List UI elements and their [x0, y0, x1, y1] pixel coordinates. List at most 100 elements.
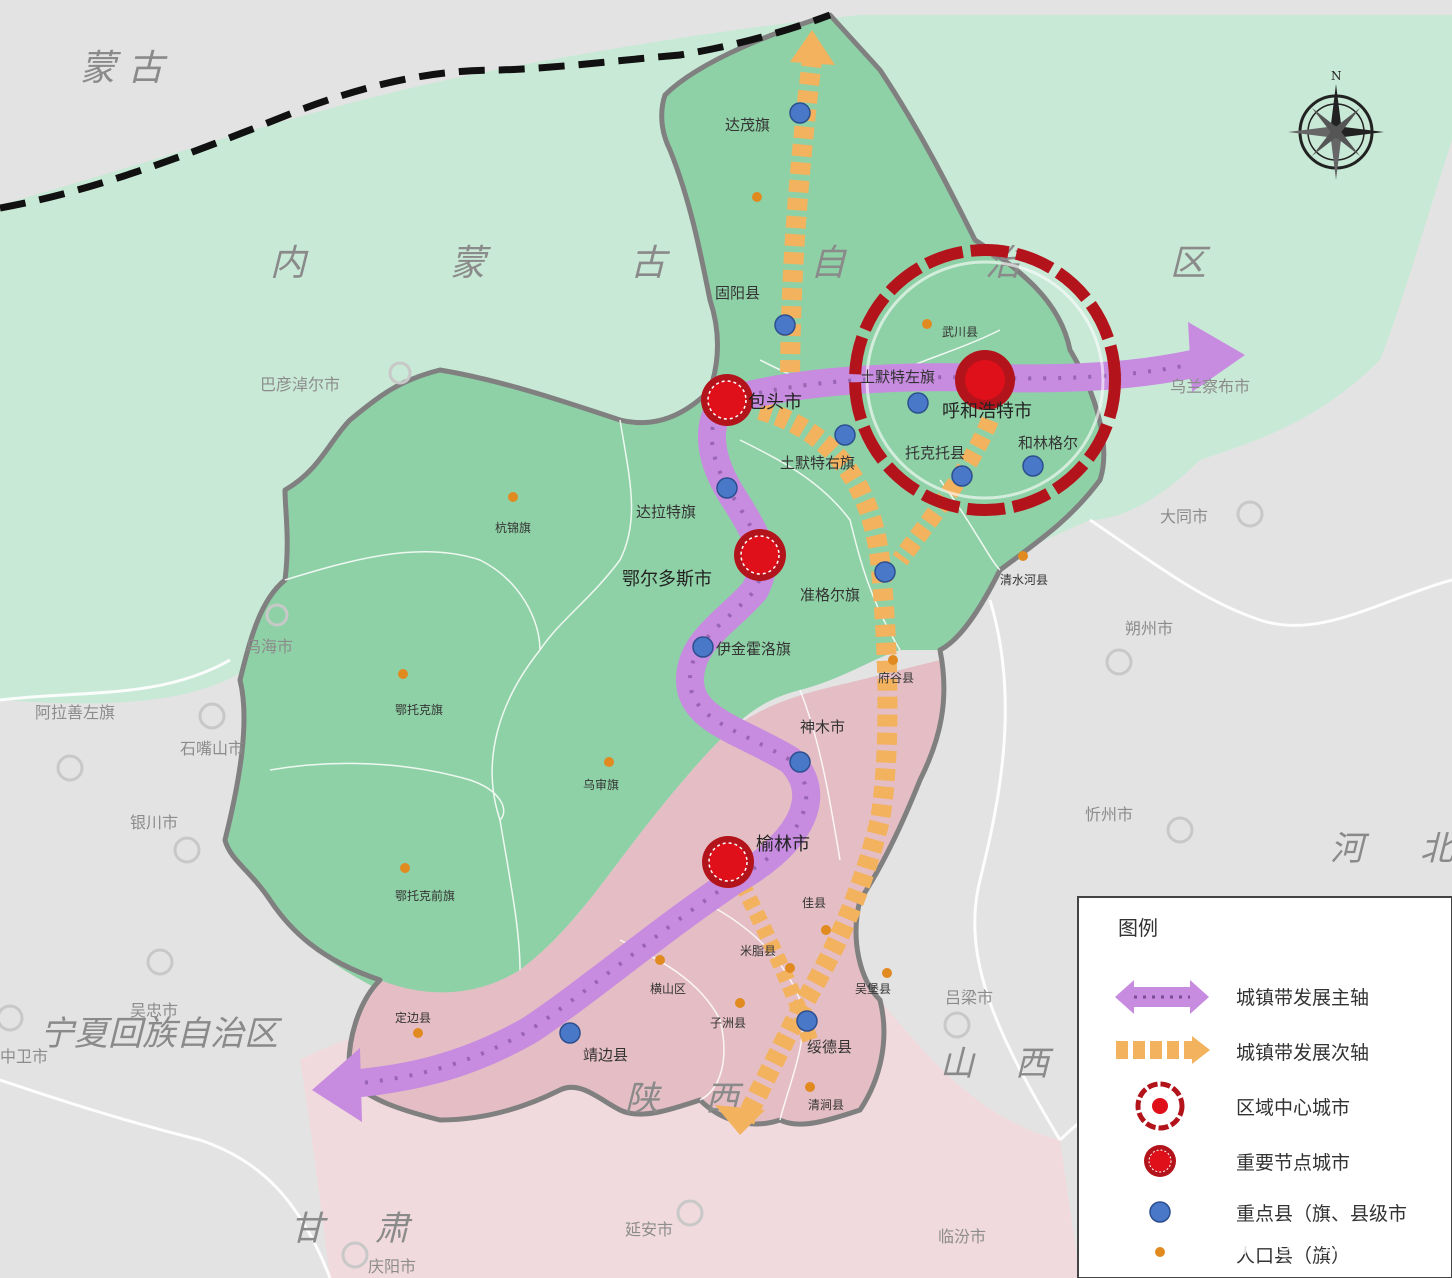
minor-town-labels: 武川县 杭锦旗 清水河县 鄂托克旗 乌审旗 鄂托克前旗 府谷县 佳县 米脂县 横… [395, 325, 1048, 1112]
label-county-9: 神木市 [800, 718, 845, 736]
label-town-11: 吴堡县 [855, 981, 891, 996]
label-node-city-yulin: 榆林市 [756, 834, 810, 855]
label-town-6: 府谷县 [878, 670, 914, 685]
main-axis-arrowhead-east [1188, 322, 1245, 392]
label-outside-13: 临汾市 [938, 1227, 986, 1246]
legend-label-secondary-axis: 城镇带发展次轴 [1236, 1042, 1369, 1064]
label-county-1: 固阳县 [715, 284, 760, 302]
label-outside-14: 庆阳市 [368, 1257, 416, 1276]
county-dot-dalate [716, 477, 738, 499]
label-outside-11: 吕梁市 [945, 988, 993, 1007]
core-zone-inner-mongolia [225, 15, 1104, 995]
legend-label-main-axis: 城镇带发展主轴 [1236, 987, 1369, 1009]
main-axis-arrowhead-west [312, 1048, 362, 1122]
county-boundaries [269, 329, 1001, 1121]
county-dot-helinger [1022, 455, 1044, 477]
region-label-hebei-2: 北 [1420, 829, 1452, 869]
label-outside-9: 朔州市 [1125, 619, 1173, 638]
county-dot-zhungeer [874, 561, 896, 583]
regional-center-city [849, 244, 1121, 516]
label-county-5: 和林格尔 [1018, 434, 1078, 452]
key-county-labels: 达茂旗 固阳县 土默特左旗 土默特右旗 托克托县 和林格尔 达拉特旗 准格尔旗 … [583, 116, 1078, 1064]
outside-city-markers [0, 361, 1264, 1269]
outside-city-labels: 巴彦淖尔市 乌海市 阿拉善左旗 石嘴山市 银川市 吴忠市 中卫市 乌兰察布市 大… [0, 375, 1250, 1276]
legend-label-node-city: 重要节点城市 [1236, 1152, 1350, 1174]
region-label-gansu-2: 肃 [375, 1209, 413, 1249]
legend-label-regional-center: 区域中心城市 [1236, 1097, 1350, 1119]
secondary-axis-hohhot-south [892, 416, 999, 566]
label-node-city-baotou: 包头市 [748, 392, 802, 413]
label-outside-1: 乌海市 [245, 637, 293, 656]
region-label-hebei-1: 河 [1330, 829, 1370, 869]
legend-label-key-county: 重点县（旗、县级市 [1236, 1203, 1407, 1225]
label-outside-6: 中卫市 [0, 1047, 48, 1066]
county-dot-suide [796, 1010, 818, 1032]
watermark: 知乎 @毛龙 [1200, 1225, 1360, 1260]
label-town-0: 武川县 [942, 325, 978, 339]
county-dot-tuoketuo [951, 465, 973, 487]
region-label-inner-mongolia-6: 区 [1170, 243, 1211, 284]
label-town-13: 定边县 [395, 1010, 431, 1025]
label-county-10: 绥德县 [807, 1038, 852, 1056]
label-outside-4: 银川市 [130, 813, 178, 832]
secondary-axis-arrowhead-south [715, 1105, 765, 1135]
label-regional-center: 呼和浩特市 [942, 401, 1032, 422]
legend-item-minor-town: 人口县（旗） [1155, 1245, 1350, 1267]
county-dot-tumote-left [907, 392, 929, 414]
label-county-2: 土默特左旗 [860, 368, 935, 386]
secondary-axis-east-south [736, 400, 898, 1125]
label-outside-7: 乌兰察布市 [1170, 377, 1250, 396]
region-label-gansu-1: 甘 [290, 1209, 328, 1249]
label-node-city-ordos: 鄂尔多斯市 [622, 569, 712, 590]
label-outside-12: 延安市 [625, 1220, 673, 1239]
label-town-12: 清涧县 [808, 1098, 844, 1112]
secondary-axis-arrowhead-north [790, 30, 835, 65]
legend-item-key-county: 重点县（旗、县级市 [1149, 1201, 1407, 1225]
national-border [0, 11, 832, 212]
label-county-4: 托克托县 [905, 444, 965, 462]
label-county-0: 达茂旗 [725, 116, 770, 134]
region-label-inner-mongolia-3: 古 [630, 243, 671, 284]
legend-item-node-city: 重要节点城市 [1144, 1145, 1350, 1177]
label-outside-5: 吴忠市 [130, 1001, 178, 1020]
label-outside-8: 大同市 [1160, 507, 1208, 526]
region-label-shanxi-2: 西 [1015, 1044, 1054, 1084]
county-dot-yijinhuoluo [692, 636, 714, 658]
label-county-8: 伊金霍洛旗 [716, 640, 791, 658]
minor-town-dots [398, 192, 1028, 1092]
county-dot-shenmu [789, 751, 811, 773]
label-outside-10: 忻州市 [1085, 805, 1133, 824]
region-label-mongolia: 蒙 古 [80, 48, 168, 89]
label-county-7: 准格尔旗 [800, 586, 860, 604]
label-outside-3: 石嘴山市 [180, 739, 244, 758]
region-label-inner-mongolia-1: 内 [270, 243, 309, 284]
label-town-10: 子洲县 [710, 1016, 746, 1030]
key-county-dots [559, 102, 1044, 1044]
label-town-5: 鄂托克前旗 [395, 888, 455, 903]
county-dot-tumote-right [834, 424, 856, 446]
county-dot-guyang [774, 314, 796, 336]
label-town-8: 米脂县 [740, 943, 776, 958]
node-city-ordos [734, 529, 786, 581]
node-city-baotou [701, 374, 753, 426]
label-town-7: 佳县 [802, 896, 826, 910]
legend-item-regional-center: 区域中心城市 [1135, 1081, 1350, 1131]
legend-title: 图例 [1118, 916, 1158, 940]
compass-rose: N [1288, 69, 1384, 180]
legend-item-main-axis: 城镇带发展主轴 [1115, 980, 1369, 1014]
node-city-yulin [702, 836, 754, 888]
label-town-3: 鄂托克旗 [395, 702, 443, 717]
region-label-inner-mongolia-4: 自 [810, 243, 848, 284]
label-county-11: 靖边县 [583, 1046, 628, 1064]
label-county-3: 土默特右旗 [780, 454, 855, 472]
region-label-inner-mongolia-2: 蒙 [450, 243, 491, 284]
label-outside-2: 阿拉善左旗 [35, 703, 115, 722]
region-label-ningxia: 宁夏回族自治区 [40, 1014, 283, 1054]
label-town-4: 乌审旗 [583, 777, 619, 792]
core-zone-boundary [222, 12, 1107, 1127]
legend: 图例 城镇带发展主轴 城镇带发展次轴 区域中心城市 重要节点城市 重点县（旗、县… [1077, 896, 1452, 1278]
label-town-1: 杭锦旗 [495, 520, 531, 535]
region-label-shaanxi-1: 陕 [625, 1079, 662, 1119]
region-label-shanxi-1: 山 [940, 1044, 976, 1084]
